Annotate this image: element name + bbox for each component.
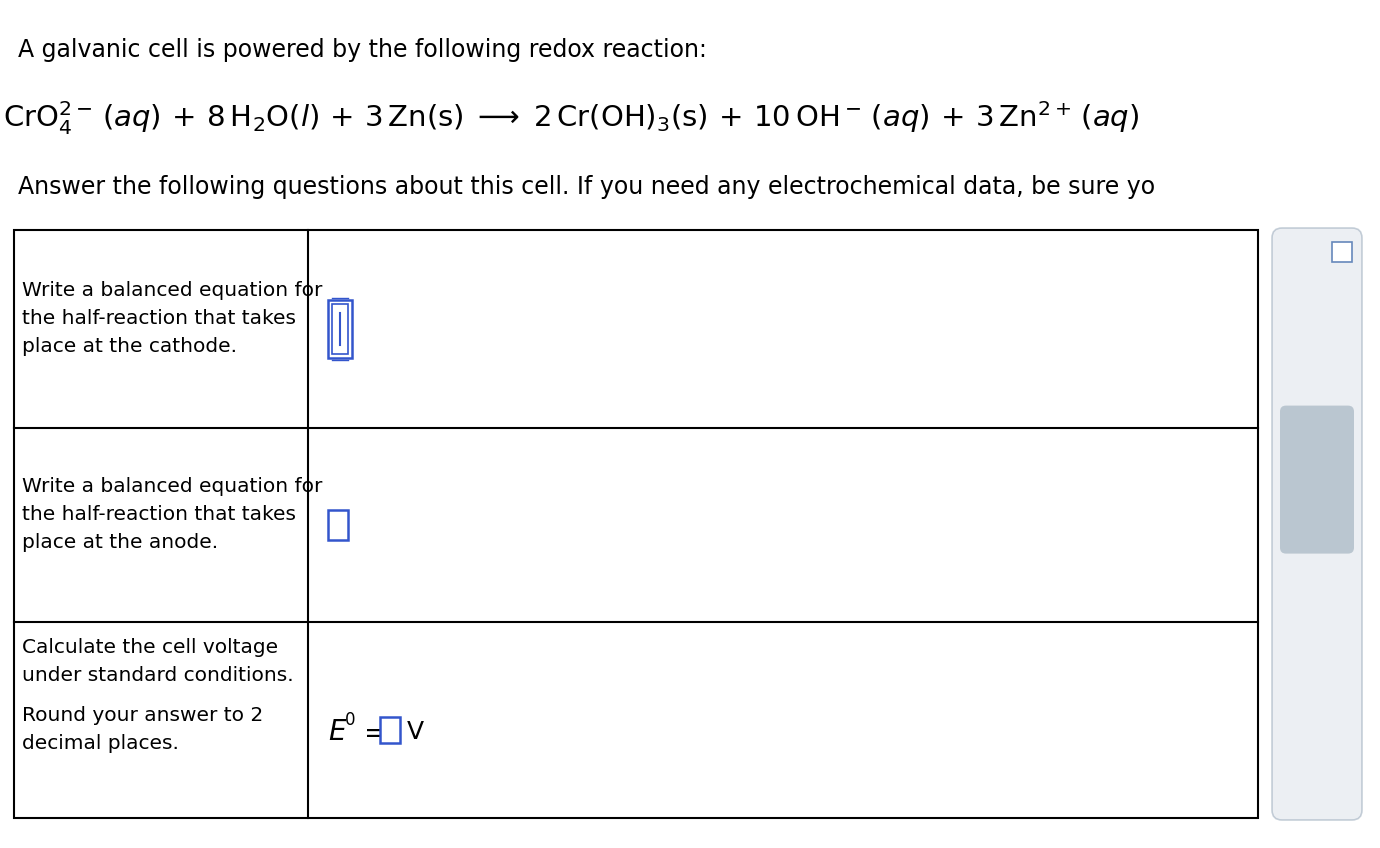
Text: Calculate the cell voltage
under standard conditions.: Calculate the cell voltage under standar… <box>22 638 294 685</box>
FancyBboxPatch shape <box>1281 405 1354 554</box>
Bar <box>333 304 348 354</box>
Text: Round your answer to 2
decimal places.: Round your answer to 2 decimal places. <box>22 706 264 753</box>
Bar <box>328 300 352 358</box>
Text: $2\,\mathrm{CrO_4^{2-}}\,\mathit{(aq)}\,+\,8\,\mathrm{H_2O}(\mathit{l})\,+\,3\,\: $2\,\mathrm{CrO_4^{2-}}\,\mathit{(aq)}\,… <box>0 99 1140 137</box>
Text: Write a balanced equation for
the half-reaction that takes
place at the cathode.: Write a balanced equation for the half-r… <box>22 282 323 356</box>
Text: Write a balanced equation for
the half-reaction that takes
place at the anode.: Write a balanced equation for the half-r… <box>22 477 323 553</box>
Text: $\mathit{E}$: $\mathit{E}$ <box>328 718 348 746</box>
Text: Answer the following questions about this cell. If you need any electrochemical : Answer the following questions about thi… <box>18 175 1155 199</box>
Text: $=$: $=$ <box>357 718 386 746</box>
Text: V: V <box>407 720 424 744</box>
FancyBboxPatch shape <box>1272 228 1362 820</box>
Bar <box>328 510 348 540</box>
Bar <box>380 717 400 743</box>
Text: A galvanic cell is powered by the following redox reaction:: A galvanic cell is powered by the follow… <box>18 38 707 62</box>
Text: $0$: $0$ <box>344 711 356 729</box>
Bar <box>14 230 1259 818</box>
Bar <box>1332 242 1352 262</box>
